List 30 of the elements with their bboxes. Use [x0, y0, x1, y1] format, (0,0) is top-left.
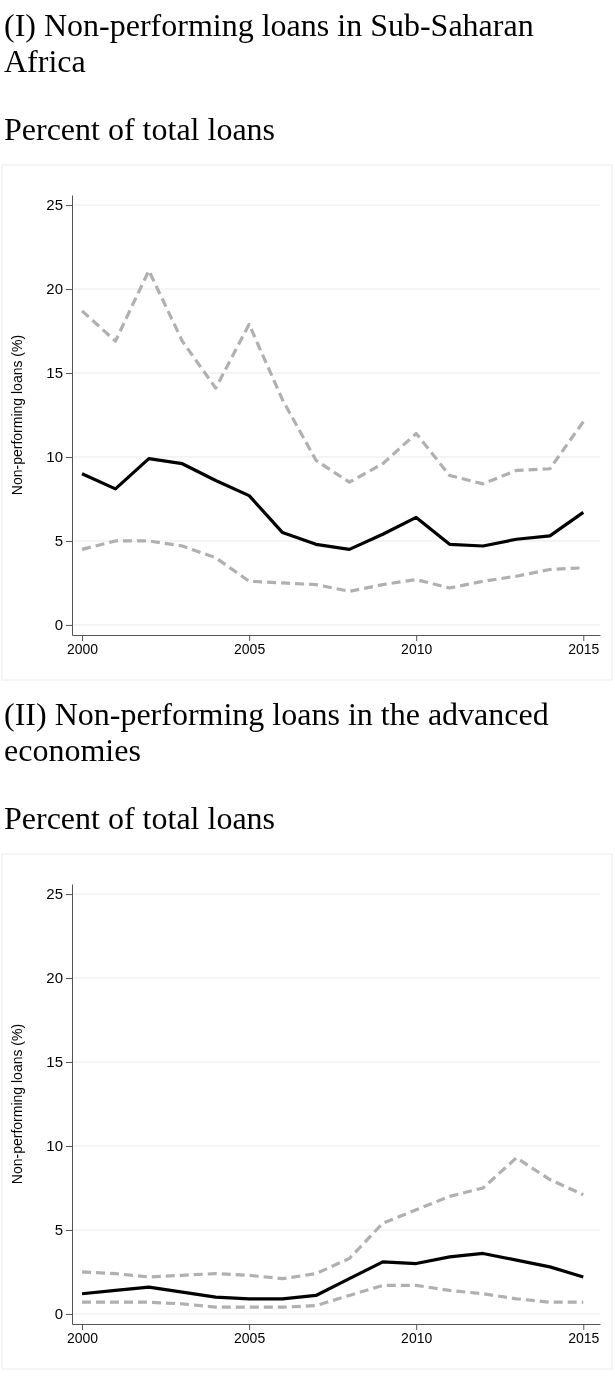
- chart-title: (I) Non-performing loans in Sub-Saharan Africa: [4, 7, 534, 79]
- y-axis-title: Non-performing loans (%): [9, 334, 25, 496]
- chart-title: (II) Non-performing loans in the advanced economies: [4, 696, 549, 768]
- y-tick-label: 5: [54, 532, 63, 550]
- chart-subtitle: Percent of total loans: [4, 111, 276, 147]
- line-series: [80, 457, 585, 551]
- line-series: [80, 1156, 585, 1281]
- y-tick-label: 10: [46, 448, 63, 466]
- x-tick-label: 2005: [234, 1329, 266, 1346]
- x-tick-label: 2010: [401, 1329, 433, 1346]
- x-tick-label: 2000: [66, 1329, 99, 1346]
- y-tick-label: 25: [46, 885, 63, 903]
- y-tick-label: 5: [54, 1221, 63, 1239]
- line-series: [80, 1251, 585, 1301]
- x-tick-label: 2015: [568, 640, 600, 657]
- y-tick-label: 0: [54, 616, 63, 634]
- y-tick-label: 15: [46, 364, 63, 382]
- chart-subtitle: Percent of total loans: [4, 800, 276, 836]
- line-series: [80, 1283, 585, 1309]
- x-tick-label: 2000: [66, 640, 99, 657]
- y-tick-label: 10: [46, 1137, 63, 1155]
- y-tick-label: 20: [46, 280, 63, 298]
- y-tick-label: 0: [54, 1305, 63, 1323]
- x-tick-label: 2010: [401, 640, 433, 657]
- x-tick-label: 2005: [234, 640, 266, 657]
- y-tick-label: 15: [46, 1053, 63, 1071]
- y-tick-label: 25: [46, 196, 63, 214]
- y-axis-title: Non-performing loans (%): [9, 1023, 25, 1185]
- x-tick-label: 2015: [568, 1329, 600, 1346]
- y-tick-label: 20: [46, 969, 63, 987]
